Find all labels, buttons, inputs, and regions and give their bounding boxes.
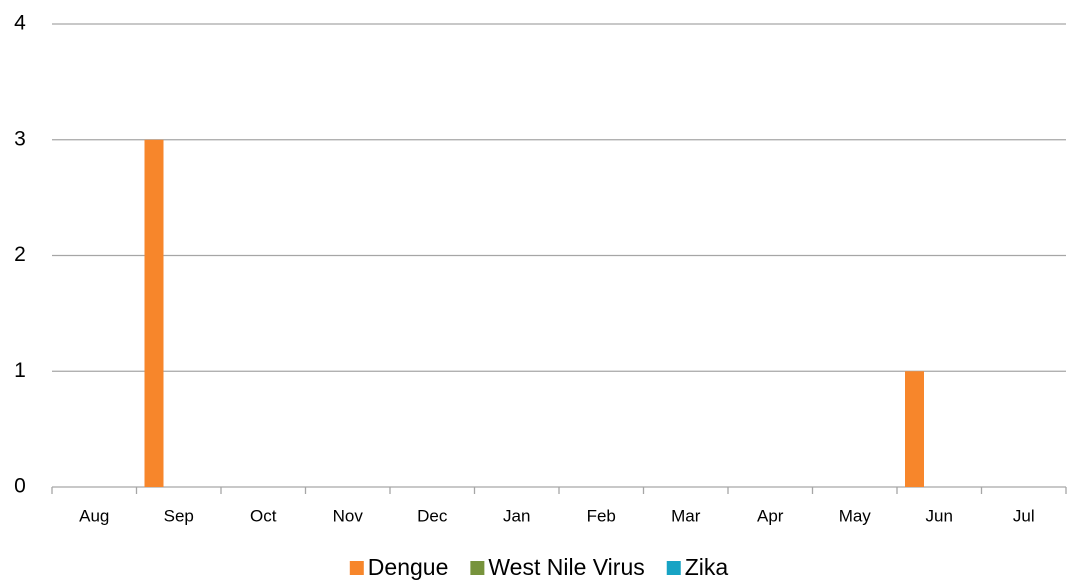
- x-tick-label: Sep: [164, 506, 194, 525]
- x-tick-label: Aug: [79, 506, 109, 525]
- x-tick-label: May: [839, 506, 872, 525]
- bar: [144, 139, 164, 487]
- y-tick-label: 3: [14, 127, 26, 150]
- legend-swatch: [666, 561, 681, 575]
- x-tick-label: Jun: [926, 506, 953, 525]
- legend-label: Dengue: [368, 554, 449, 580]
- x-tick-label: Nov: [333, 506, 364, 525]
- x-tick-label: Jan: [503, 506, 530, 525]
- y-tick-label: 0: [14, 475, 26, 498]
- x-tick-label: Dec: [417, 506, 448, 525]
- x-tick-label: Mar: [671, 506, 701, 525]
- y-tick-label: 1: [14, 359, 26, 382]
- y-tick-label: 4: [14, 12, 26, 35]
- legend-swatch: [470, 561, 485, 575]
- bar: [905, 371, 924, 487]
- x-tick-label: Oct: [250, 506, 277, 525]
- y-tick-label: 2: [14, 243, 26, 266]
- x-tick-label: Apr: [757, 506, 784, 525]
- legend-label: Zika: [685, 554, 729, 580]
- x-tick-label: Jul: [1013, 506, 1035, 525]
- x-tick-label: Feb: [587, 506, 616, 525]
- legend-swatch: [349, 561, 364, 575]
- legend-label: West Nile Virus: [488, 554, 644, 580]
